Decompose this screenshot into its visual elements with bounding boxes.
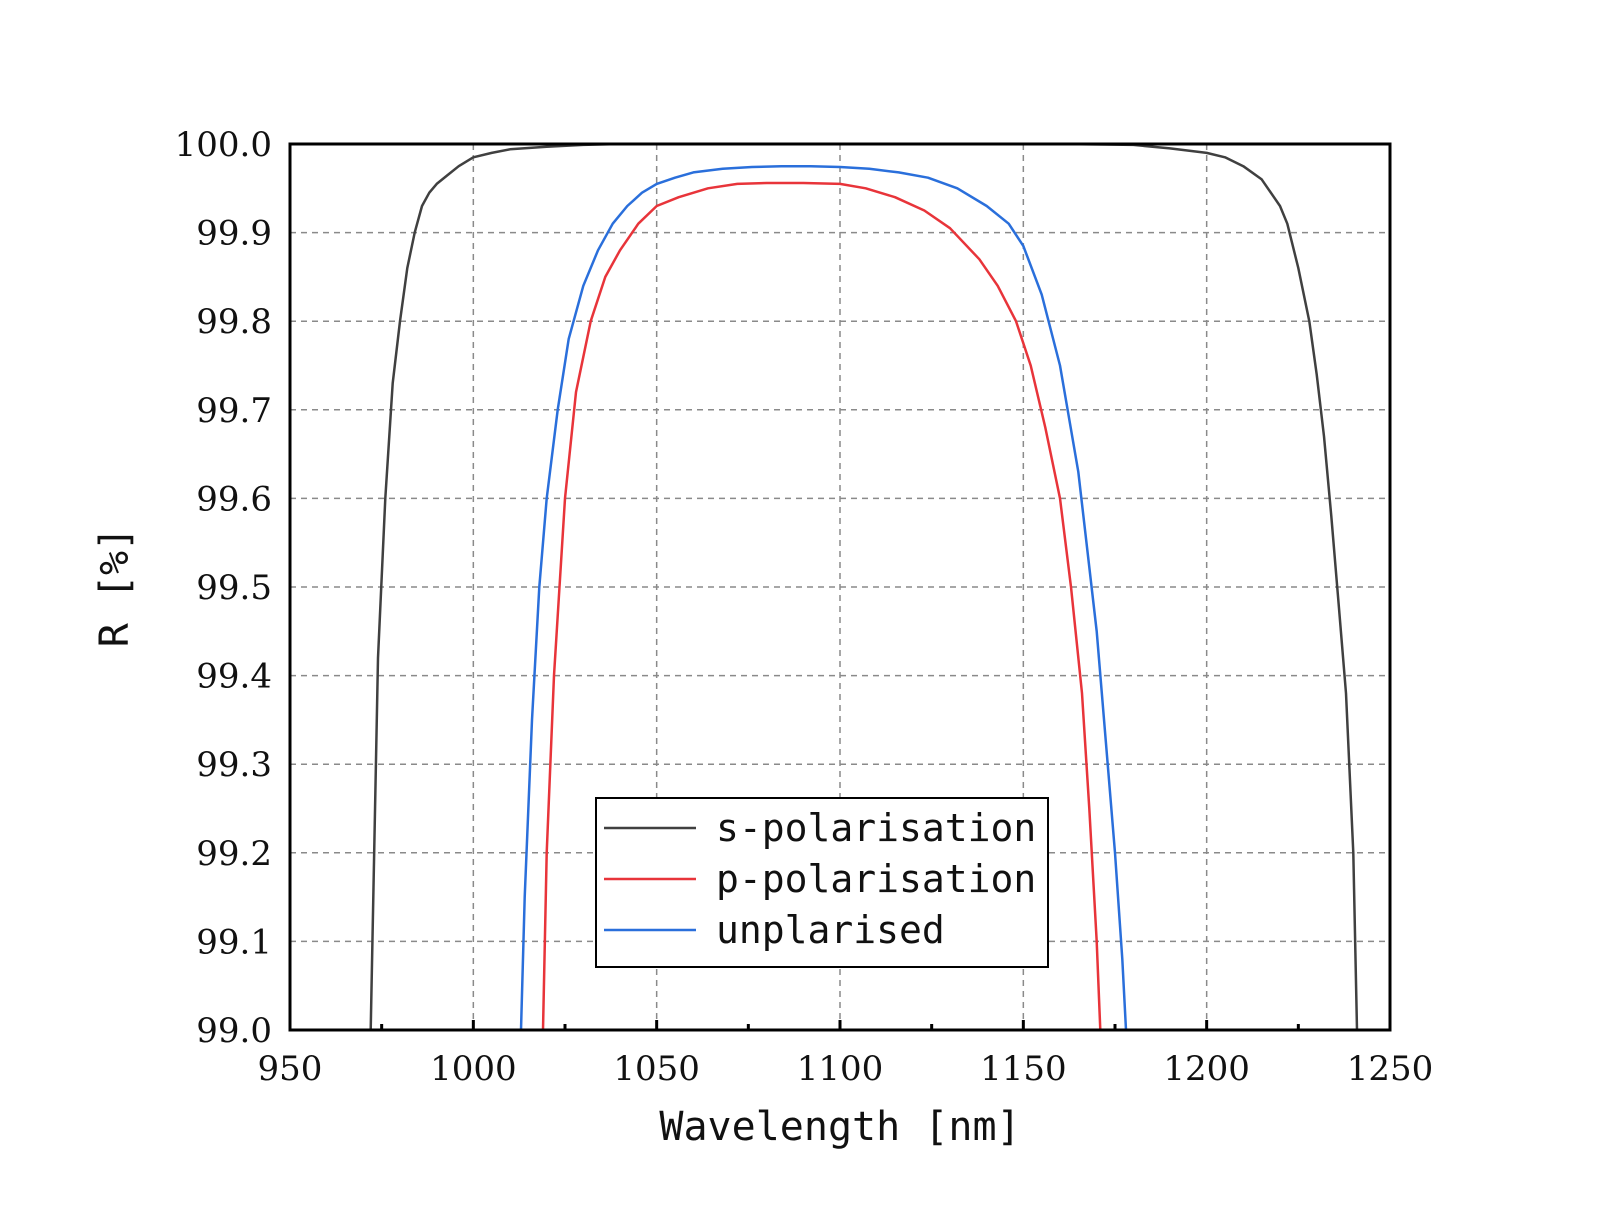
x-tick-label: 950 [258, 1049, 323, 1089]
y-tick-label: 99.1 [196, 922, 272, 962]
x-tick-label: 1250 [1347, 1049, 1434, 1089]
y-tick-label: 99.2 [196, 834, 272, 874]
y-tick-label: 99.4 [196, 657, 272, 697]
x-axis-ticks: 950 1000 1050 1100 1150 1200 1250 [258, 1020, 1434, 1089]
x-tick-label: 1200 [1163, 1049, 1250, 1089]
x-tick-label: 1050 [613, 1049, 700, 1089]
y-tick-label: 99.3 [196, 745, 272, 785]
y-axis-title: R [%] [92, 527, 138, 647]
y-axis-ticks: 99.0 99.1 99.2 99.3 99.4 99.5 99.6 99.7 99.8 99.9… [175, 125, 272, 1051]
x-axis-title: Wavelength [nm] [659, 1104, 1020, 1150]
legend-label: s-polarisation [716, 806, 1036, 850]
y-tick-label: 99.7 [196, 391, 272, 431]
x-tick-label: 1100 [797, 1049, 884, 1089]
y-tick-label: 99.0 [196, 1011, 272, 1051]
y-tick-label: 99.6 [196, 479, 272, 519]
legend-label: unplarised [716, 908, 945, 952]
x-tick-label: 1150 [980, 1049, 1067, 1089]
y-tick-label: 99.8 [196, 302, 272, 342]
legend: s-polarisation p-polarisation unplarised [595, 797, 1049, 968]
series-line-p-polarisation [541, 181, 1102, 1031]
x-tick-label: 1000 [430, 1049, 517, 1089]
y-tick-label: 99.5 [196, 568, 272, 608]
legend-label: p-polarisation [716, 857, 1036, 901]
series-line-unplarised [519, 164, 1128, 1031]
y-tick-label: 100.0 [175, 125, 272, 165]
grid [290, 144, 1390, 1030]
legend-box [595, 797, 1049, 968]
y-tick-label: 99.9 [196, 214, 272, 254]
